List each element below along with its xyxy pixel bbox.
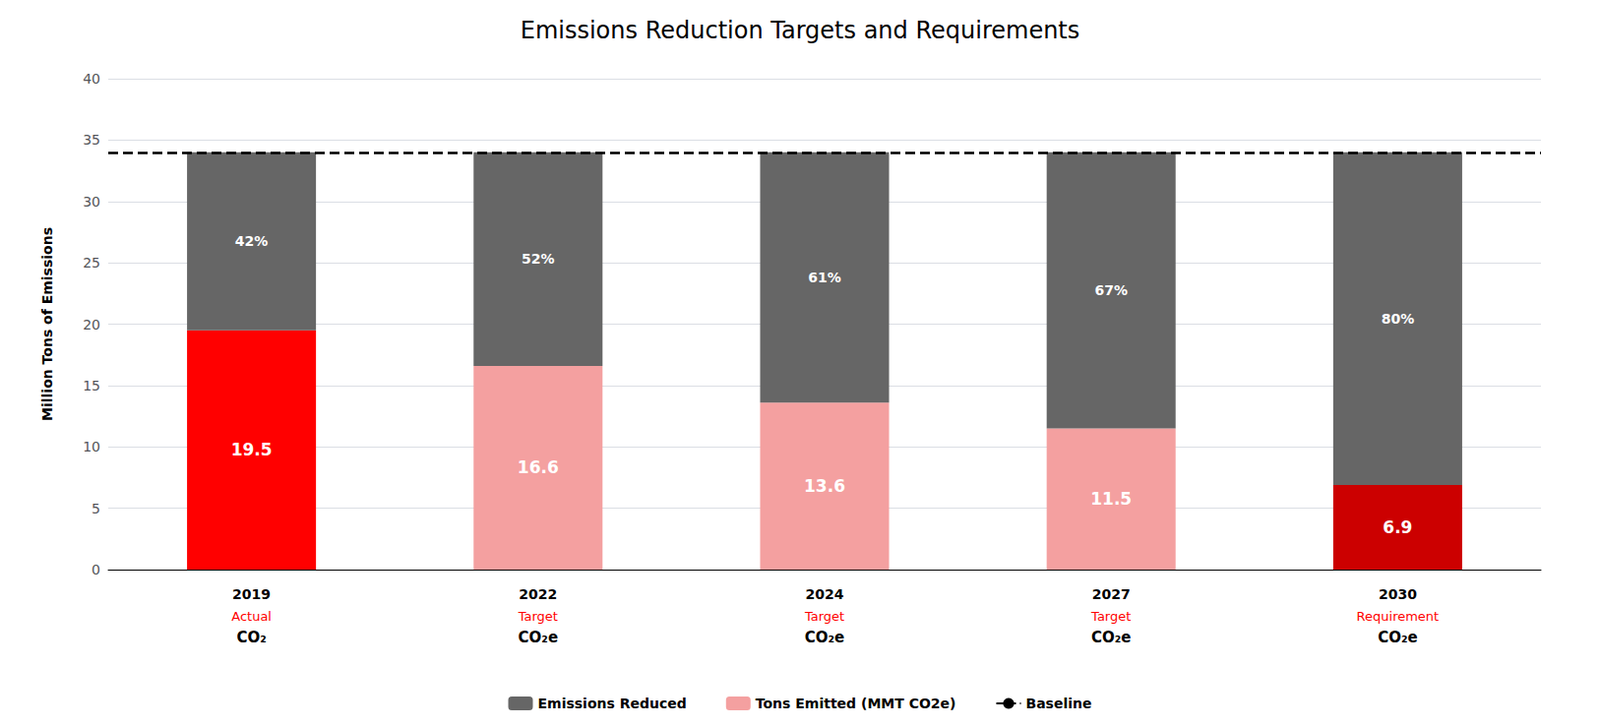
svg-text:Target: Target — [1090, 609, 1131, 624]
svg-text:35: 35 — [82, 131, 101, 148]
svg-text:Baseline: Baseline — [1025, 695, 1092, 712]
svg-text:Emissions Reduced: Emissions Reduced — [538, 695, 687, 712]
svg-text:13.6: 13.6 — [803, 476, 846, 496]
svg-text:30: 30 — [82, 193, 101, 210]
svg-text:61%: 61% — [807, 269, 842, 286]
svg-text:CO₂e: CO₂e — [518, 628, 559, 647]
svg-text:2019: 2019 — [232, 586, 271, 603]
svg-text:40: 40 — [82, 70, 101, 87]
svg-text:2022: 2022 — [518, 586, 557, 603]
svg-text:20: 20 — [82, 316, 101, 333]
svg-text:16.6: 16.6 — [517, 457, 559, 478]
svg-text:52%: 52% — [521, 250, 555, 267]
svg-text:Target: Target — [803, 609, 845, 624]
svg-text:Actual: Actual — [231, 609, 272, 624]
svg-text:67%: 67% — [1094, 282, 1128, 299]
svg-text:6.9: 6.9 — [1382, 517, 1413, 538]
svg-text:Tons Emitted (MMT CO2e): Tons Emitted (MMT CO2e) — [755, 695, 957, 712]
svg-text:2030: 2030 — [1378, 586, 1417, 603]
svg-text:5: 5 — [91, 500, 101, 517]
svg-text:CO₂e: CO₂e — [1091, 628, 1132, 647]
svg-text:CO₂e: CO₂e — [804, 628, 846, 647]
svg-text:25: 25 — [82, 254, 101, 271]
svg-text:CO₂e: CO₂e — [1377, 628, 1418, 647]
svg-text:Target: Target — [517, 609, 558, 624]
svg-text:19.5: 19.5 — [231, 439, 273, 460]
svg-text:15: 15 — [82, 377, 101, 394]
svg-text:0: 0 — [91, 561, 101, 578]
svg-text:42%: 42% — [235, 233, 269, 249]
svg-text:Emissions Reduction Targets an: Emissions Reduction Targets and Requirem… — [520, 16, 1081, 45]
svg-text:10: 10 — [82, 438, 101, 455]
svg-text:2027: 2027 — [1092, 586, 1131, 603]
svg-text:80%: 80% — [1381, 310, 1416, 327]
svg-text:2024: 2024 — [805, 586, 845, 603]
svg-text:11.5: 11.5 — [1090, 489, 1132, 509]
svg-text:Million Tons of Emissions: Million Tons of Emissions — [39, 227, 56, 422]
svg-text:CO₂: CO₂ — [236, 628, 266, 647]
svg-text:Requirement: Requirement — [1356, 609, 1440, 624]
